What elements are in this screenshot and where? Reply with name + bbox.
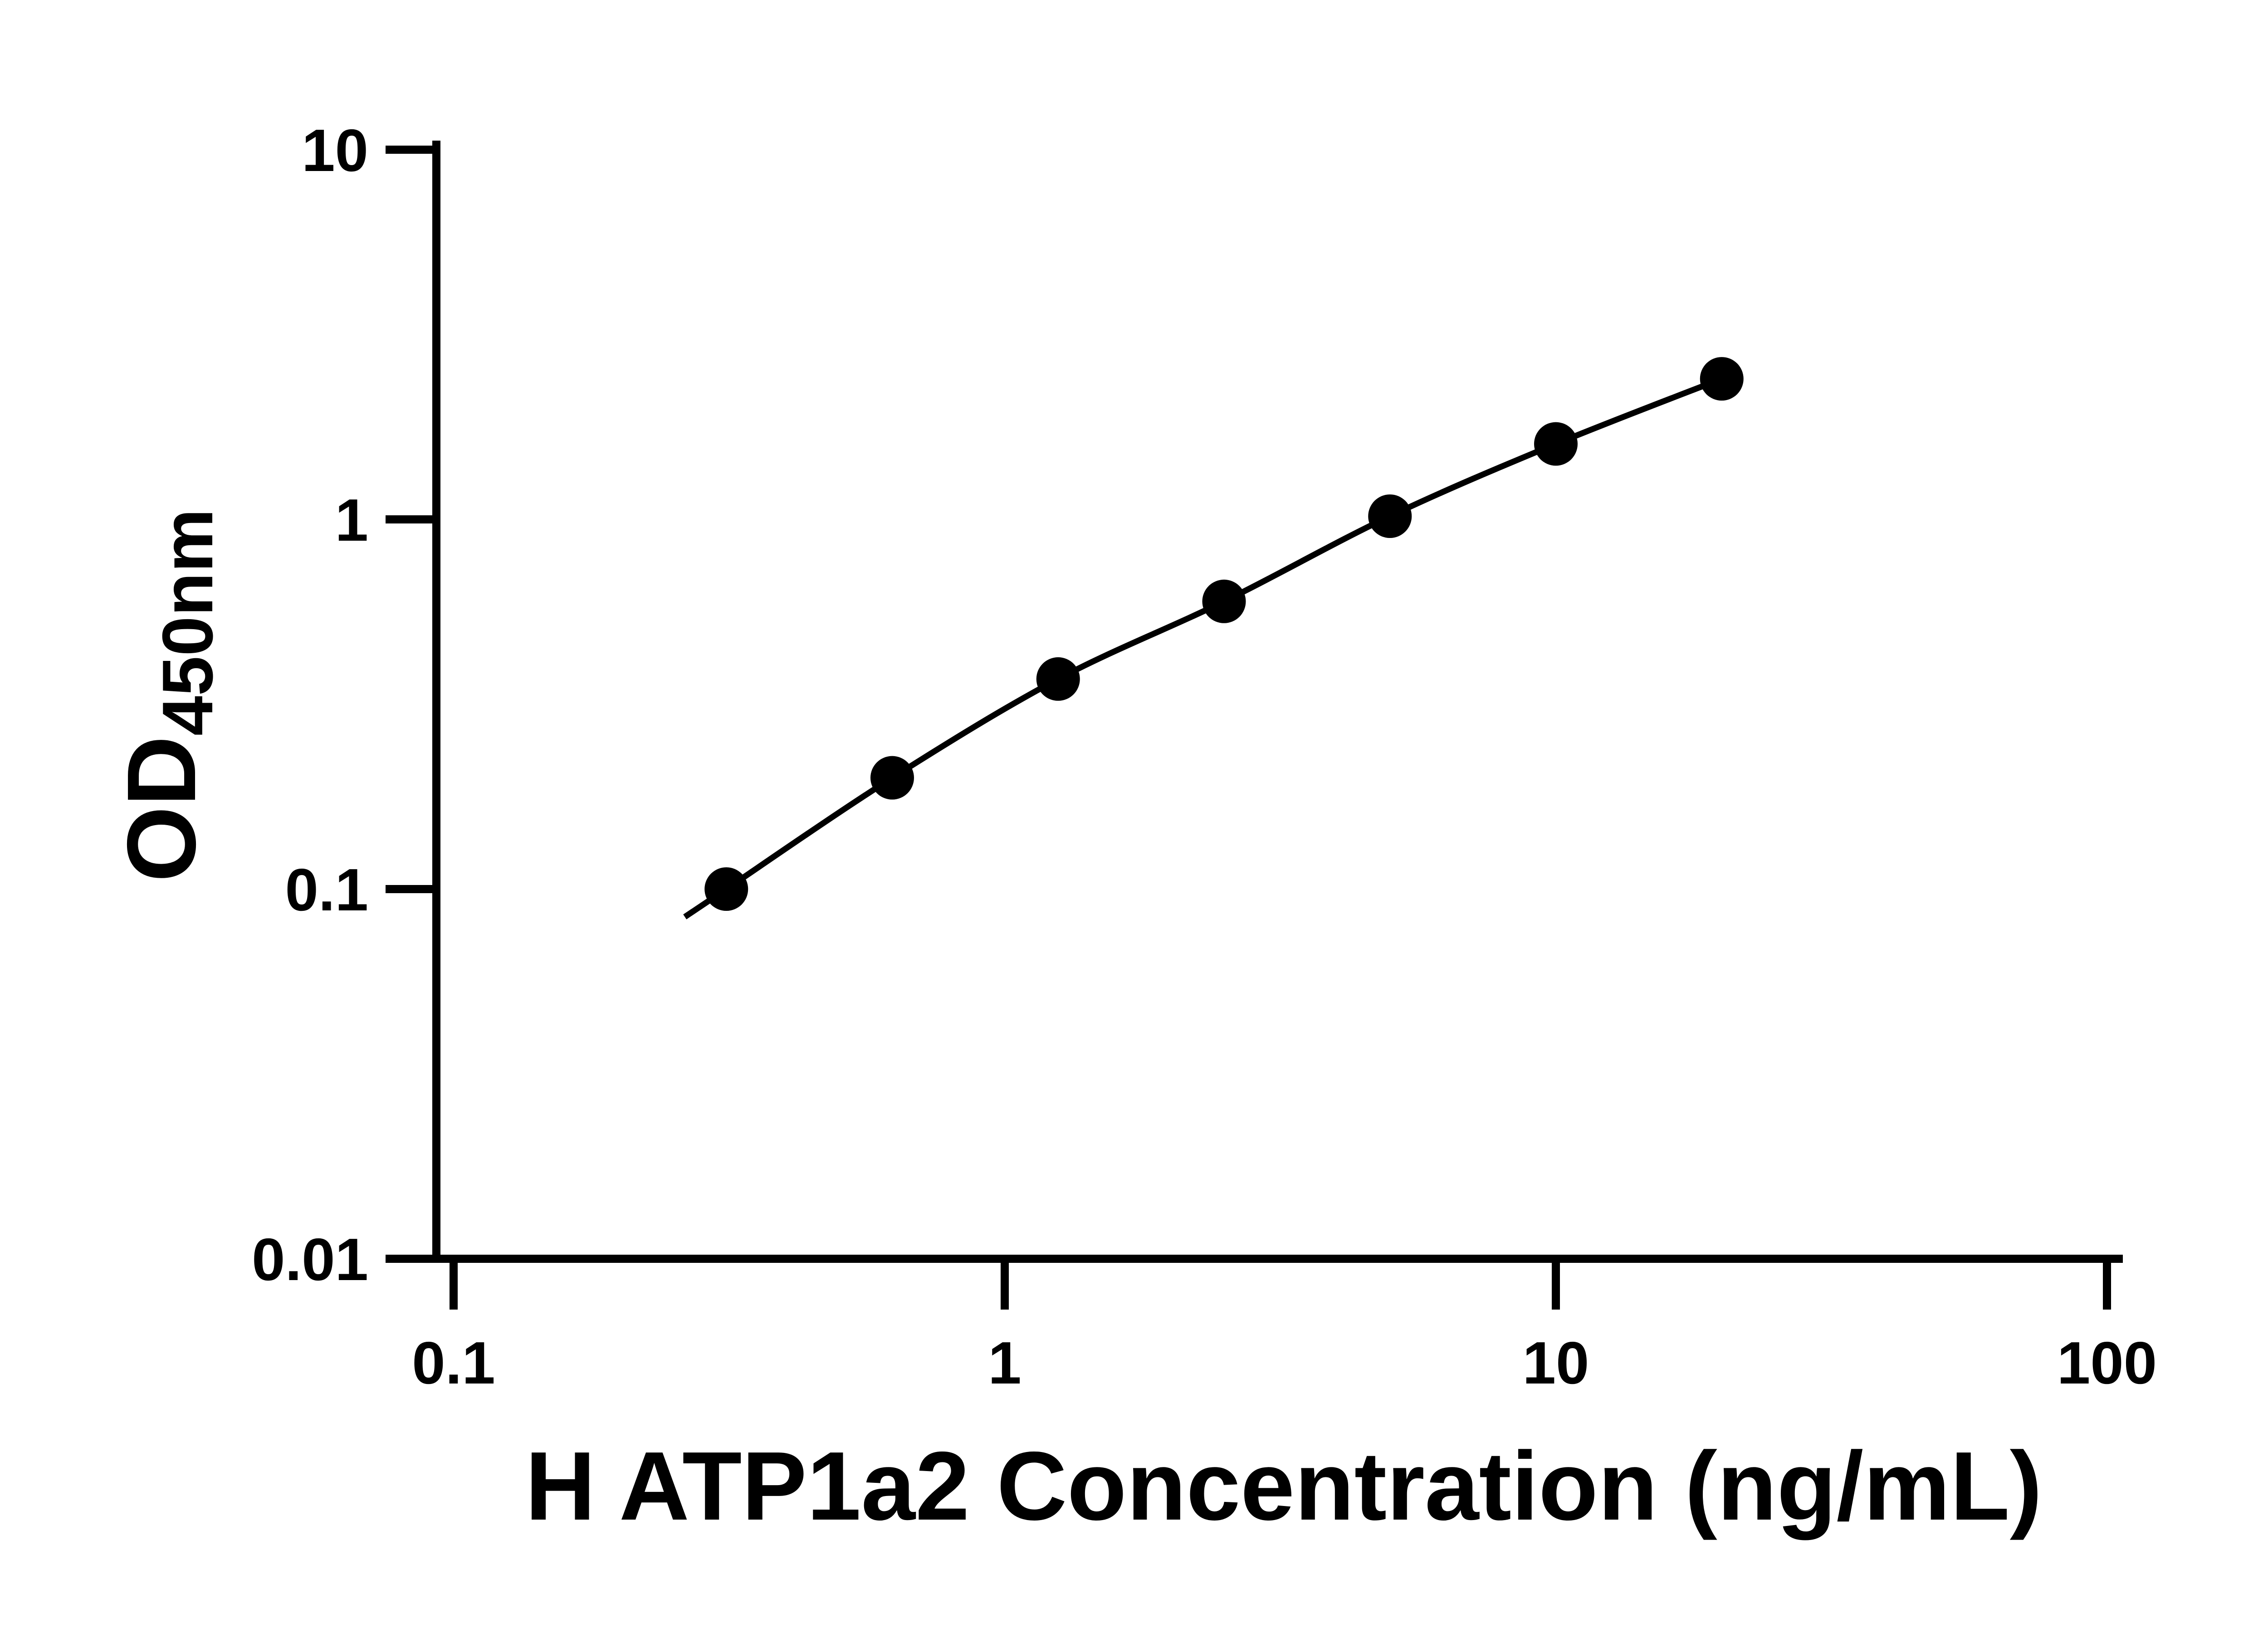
data-point-marker [1700, 357, 1744, 401]
y-tick-label: 10 [302, 117, 368, 184]
x-axis-title: H ATP1a2 Concentration (ng/mL) [525, 1431, 2043, 1540]
y-tick-label: 0.1 [285, 856, 369, 923]
data-point-marker [1368, 494, 1412, 538]
x-tick-label: 100 [2057, 1330, 2157, 1396]
y-tick-label: 0.01 [252, 1226, 368, 1293]
y-axis-title: OD450nm [107, 508, 228, 882]
x-tick-label: 1 [988, 1330, 1021, 1396]
data-point-marker [1036, 657, 1080, 701]
y-tick-label: 1 [335, 487, 368, 553]
y-axis-title-main: OD [107, 736, 216, 882]
data-point-marker [1534, 422, 1578, 466]
data-point-marker [704, 867, 748, 911]
data-point-marker [1202, 579, 1246, 623]
plot-area: 0.1 1 10 100 10 1 0.1 0.01 [252, 117, 2157, 1396]
x-tick-label: 10 [1523, 1330, 1589, 1396]
data-point-marker [870, 756, 914, 800]
y-axis-title-subscript: 450nm [148, 508, 228, 736]
x-tick-label: 0.1 [412, 1330, 495, 1396]
